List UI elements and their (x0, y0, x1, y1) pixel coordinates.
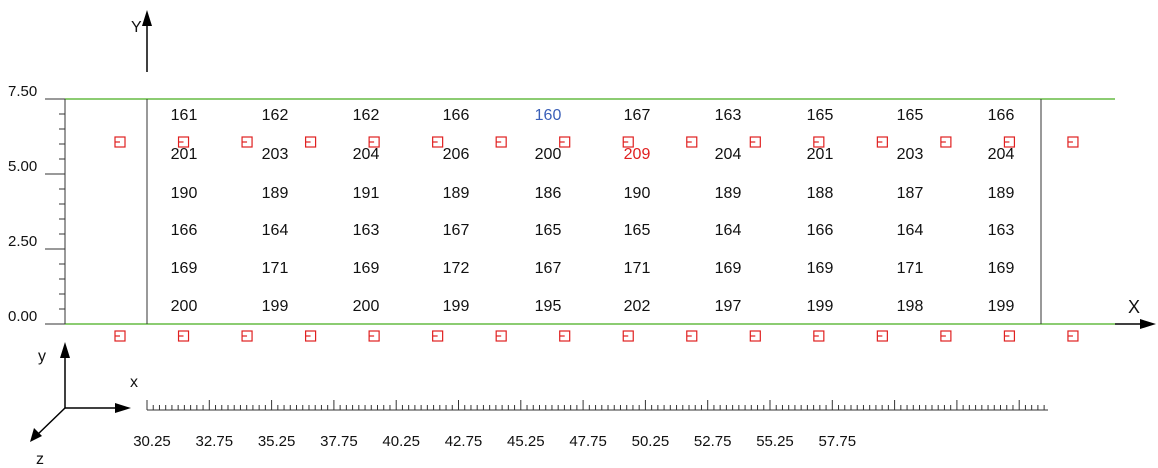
cell-value: 198 (897, 298, 924, 315)
cell-value: 165 (624, 222, 651, 239)
ruler-label: 35.25 (258, 433, 296, 450)
triad-label: y (38, 348, 46, 365)
triad-z-head (30, 428, 42, 442)
cell-value: 206 (443, 146, 470, 163)
triad-z (35, 407, 66, 437)
ruler-label: 40.25 (382, 433, 420, 450)
cell-value: 171 (624, 260, 651, 277)
ruler-label: 45.25 (507, 433, 545, 450)
cell-value: 190 (171, 185, 198, 202)
cell-value: 165 (807, 107, 834, 124)
cell-value: 202 (624, 298, 651, 315)
cell-value: 167 (443, 222, 470, 239)
cell-value: 160 (535, 107, 562, 124)
cell-value: 209 (624, 146, 651, 163)
y-arrow-head (142, 10, 152, 26)
cell-value: 199 (443, 298, 470, 315)
cell-value: 172 (443, 260, 470, 277)
ruler-label: 47.75 (569, 433, 607, 450)
ruler-label: 2.50 (8, 233, 37, 250)
triad-y-head (60, 342, 70, 358)
cell-value: 165 (535, 222, 562, 239)
cell-value: 204 (715, 146, 742, 163)
ruler-label: 37.75 (320, 433, 358, 450)
cell-value: 171 (262, 260, 289, 277)
cell-value: 188 (807, 185, 834, 202)
cell-value: 195 (535, 298, 562, 315)
cell-value: 189 (443, 185, 470, 202)
axis-label: Y (131, 19, 142, 36)
ruler-label: 50.25 (632, 433, 670, 450)
ruler-label: 55.25 (756, 433, 794, 450)
triad-label: x (130, 374, 138, 391)
cell-value: 200 (171, 298, 198, 315)
cell-value: 166 (443, 107, 470, 124)
cell-value: 167 (535, 260, 562, 277)
cell-value: 162 (262, 107, 289, 124)
cell-value: 163 (715, 107, 742, 124)
cell-value: 189 (715, 185, 742, 202)
cell-value: 171 (897, 260, 924, 277)
cell-value: 199 (807, 298, 834, 315)
cell-value: 189 (988, 185, 1015, 202)
cell-value: 169 (353, 260, 380, 277)
cell-value: 201 (807, 146, 834, 163)
cell-value: 163 (353, 222, 380, 239)
x-arrow-head (1140, 319, 1156, 329)
triad-x-head (115, 403, 131, 413)
cell-value: 200 (535, 146, 562, 163)
triad-label: z (36, 451, 44, 468)
cell-value: 199 (988, 298, 1015, 315)
cell-value: 204 (353, 146, 380, 163)
cell-value: 186 (535, 185, 562, 202)
ruler-label: 57.75 (819, 433, 857, 450)
ruler-label: 30.25 (133, 433, 171, 450)
cell-value: 162 (353, 107, 380, 124)
cell-value: 203 (897, 146, 924, 163)
cell-value: 189 (262, 185, 289, 202)
cell-value: 201 (171, 146, 198, 163)
cell-value: 163 (988, 222, 1015, 239)
cell-value: 165 (897, 107, 924, 124)
cell-value: 169 (715, 260, 742, 277)
ruler-label: 32.75 (196, 433, 234, 450)
cell-value: 187 (897, 185, 924, 202)
cell-value: 164 (715, 222, 742, 239)
cell-value: 167 (624, 107, 651, 124)
axis-label: X (1128, 297, 1140, 317)
ruler-label: 42.75 (445, 433, 483, 450)
ruler-label: 52.75 (694, 433, 732, 450)
ruler-label: 0.00 (8, 308, 37, 325)
ruler-label: 5.00 (8, 158, 37, 175)
cell-value: 191 (353, 185, 380, 202)
ruler-label: 7.50 (8, 83, 37, 100)
cell-value: 164 (262, 222, 289, 239)
cell-value: 190 (624, 185, 651, 202)
cell-value: 200 (353, 298, 380, 315)
cell-value: 204 (988, 146, 1015, 163)
cell-value: 166 (807, 222, 834, 239)
cell-value: 164 (897, 222, 924, 239)
cell-value: 203 (262, 146, 289, 163)
cell-value: 197 (715, 298, 742, 315)
cell-value: 161 (171, 107, 198, 124)
cell-value: 166 (988, 107, 1015, 124)
cell-value: 199 (262, 298, 289, 315)
cell-value: 169 (807, 260, 834, 277)
cell-value: 169 (171, 260, 198, 277)
cell-value: 166 (171, 222, 198, 239)
cell-value: 169 (988, 260, 1015, 277)
